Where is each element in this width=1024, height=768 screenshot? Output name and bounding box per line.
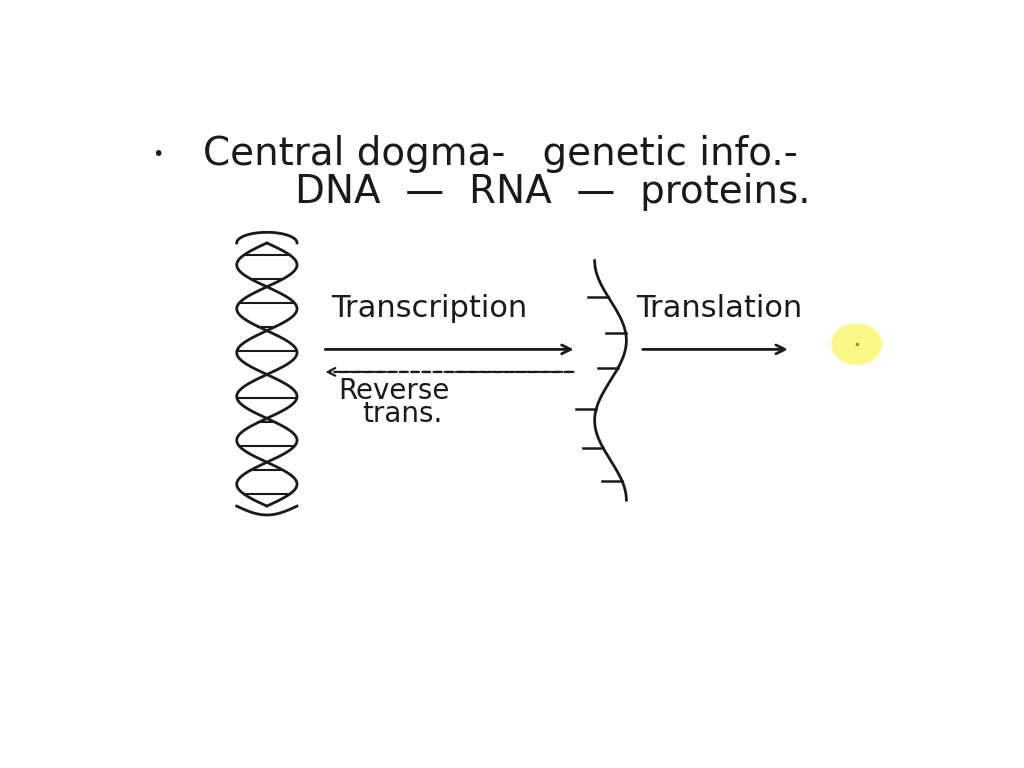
Text: trans.: trans. bbox=[362, 400, 442, 429]
Ellipse shape bbox=[831, 323, 882, 365]
Text: DNA  —  RNA  —  proteins.: DNA — RNA — proteins. bbox=[295, 173, 810, 210]
Text: Reverse: Reverse bbox=[338, 377, 450, 405]
Text: Transcription: Transcription bbox=[332, 293, 527, 323]
Text: Translation: Translation bbox=[636, 293, 803, 323]
Text: Central dogma-   genetic info.-: Central dogma- genetic info.- bbox=[204, 135, 798, 174]
Text: •: • bbox=[153, 144, 164, 164]
